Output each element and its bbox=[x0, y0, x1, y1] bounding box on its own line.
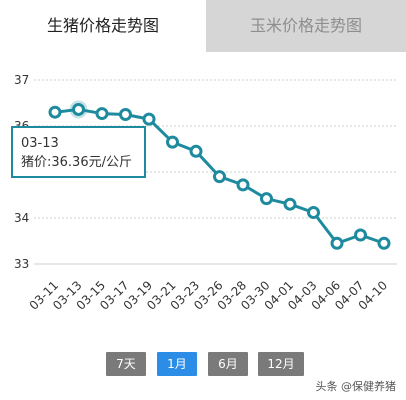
data-point[interactable] bbox=[283, 197, 297, 211]
tab-hog-price[interactable]: 生猪价格走势图 bbox=[0, 0, 206, 52]
y-tick-label: 33 bbox=[14, 257, 29, 271]
data-point[interactable] bbox=[307, 205, 320, 219]
price-tooltip: 03-13 猪价:36.36元/公斤 bbox=[11, 126, 146, 178]
range-7d-button[interactable]: 7天 bbox=[106, 352, 146, 376]
data-point[interactable] bbox=[95, 107, 109, 121]
price-line-chart: 333435363703-1103-1303-1503-1703-1903-21… bbox=[14, 73, 397, 313]
data-point[interactable] bbox=[119, 108, 132, 121]
data-point[interactable] bbox=[72, 102, 85, 116]
data-point[interactable] bbox=[330, 236, 344, 250]
watermark: 头条 @保健养猪 bbox=[315, 380, 397, 393]
range-12m-button[interactable]: 12月 bbox=[258, 352, 304, 376]
range-1m-button[interactable]: 1月 bbox=[157, 352, 197, 376]
y-tick-label: 37 bbox=[14, 73, 29, 87]
data-point[interactable] bbox=[236, 178, 250, 192]
data-point[interactable] bbox=[142, 112, 156, 126]
chart-tabs: 生猪价格走势图 玉米价格走势图 bbox=[0, 0, 406, 52]
tooltip-date: 03-13 bbox=[21, 136, 59, 151]
data-point[interactable] bbox=[189, 144, 203, 158]
y-tick-label: 34 bbox=[14, 211, 29, 225]
tooltip-price: 猪价:36.36元/公斤 bbox=[21, 155, 132, 170]
data-point[interactable] bbox=[260, 192, 273, 206]
tab-corn-price[interactable]: 玉米价格走势图 bbox=[206, 0, 406, 52]
range-6m-button[interactable]: 6月 bbox=[208, 352, 248, 376]
range-selector: 7天 1月 6月 12月 bbox=[0, 352, 406, 378]
data-point[interactable] bbox=[166, 135, 179, 149]
data-point[interactable] bbox=[354, 228, 367, 242]
data-point[interactable] bbox=[213, 170, 226, 184]
data-point[interactable] bbox=[377, 236, 391, 250]
data-point[interactable] bbox=[48, 105, 62, 119]
